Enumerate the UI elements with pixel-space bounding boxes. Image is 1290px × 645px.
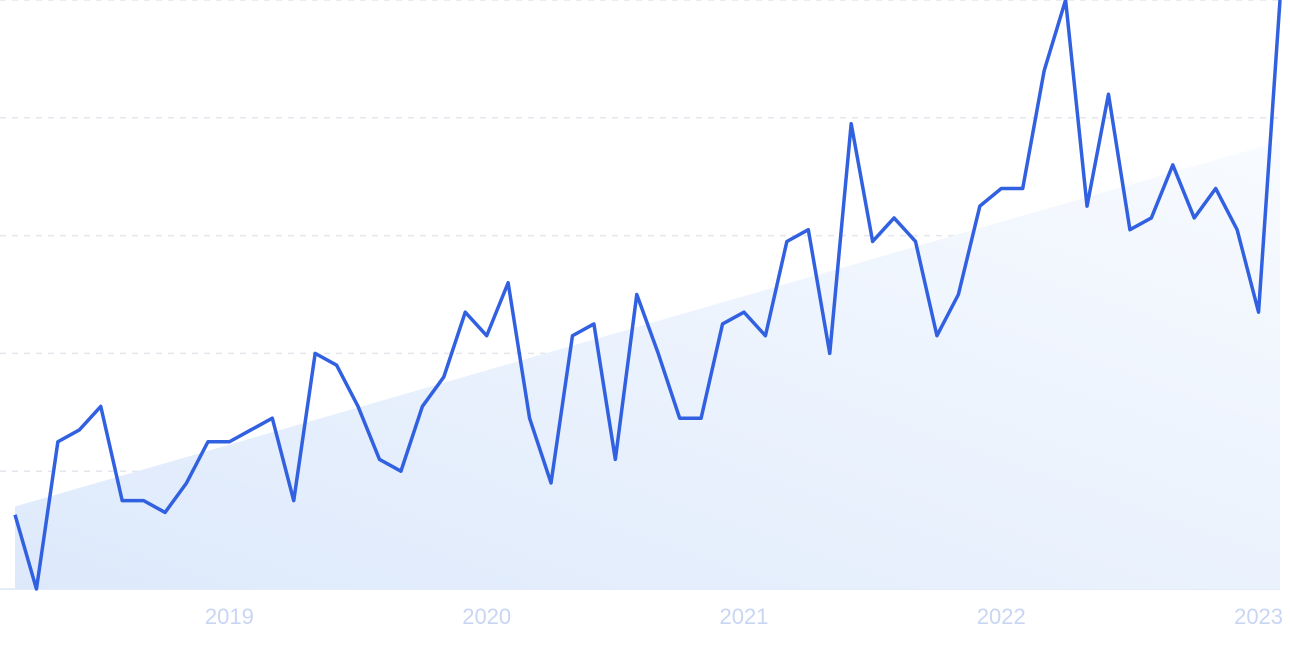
x-tick-label: 2021 [720,604,769,629]
x-tick-label: 2023 [1234,604,1283,629]
x-tick-label: 2020 [462,604,511,629]
x-tick-label: 2019 [205,604,254,629]
trend-area [15,141,1280,590]
line [13,0,1282,591]
x-tick-label: 2022 [977,604,1026,629]
